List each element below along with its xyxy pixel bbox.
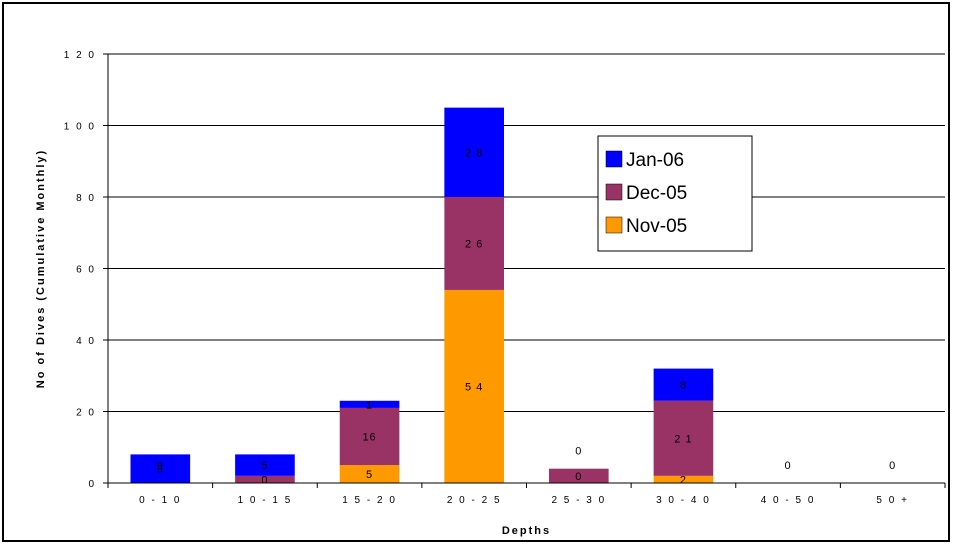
bar-segment: [444, 107, 505, 197]
data-label: 2: [680, 474, 687, 486]
bar-segment: [444, 289, 505, 483]
y-tick-label: 2 0: [76, 408, 96, 419]
bar-segment: [339, 465, 400, 483]
data-label: 5 4: [465, 381, 483, 393]
y-tick-label: 4 0: [76, 336, 96, 347]
bar-segment: [235, 475, 295, 483]
y-tick-label: 0: [88, 479, 96, 490]
legend-box: [597, 135, 753, 252]
bar-segment: [444, 197, 505, 290]
x-tick-label: 2 0 - 2 5: [447, 495, 502, 506]
data-label: 0: [785, 460, 792, 472]
x-tick-labels: 0 - 1 0 1 0 - 1 5 1 5 - 2 0 2 0 - 2 5 2 5 - …: [139, 495, 909, 506]
bar-segment: [339, 407, 400, 466]
x-tick-label: 1 0 - 1 5: [238, 495, 293, 506]
y-axis-title: No of Dives (Cumulative Monthly): [35, 149, 47, 388]
gridlines: [108, 53, 945, 412]
y-tick-label: 1 0 0: [64, 122, 96, 133]
data-label: 8: [680, 380, 687, 392]
data-label: 2 6: [465, 238, 483, 250]
data-label: 0: [575, 471, 582, 483]
data-label: 2 8: [465, 147, 483, 159]
data-label: 0: [157, 460, 164, 472]
data-label: 1: [366, 399, 373, 411]
bar-segment: [548, 468, 609, 483]
bar-segment: [339, 400, 400, 408]
bar-segment: [235, 454, 295, 476]
data-label: 8: [157, 464, 164, 476]
y-tick-label: 8 0: [76, 193, 96, 204]
x-tick-label: 0 - 1 0: [139, 495, 181, 506]
legend: Jan-06 Dec-05 Nov-05: [597, 135, 753, 252]
y-tick-label: 1 2 0: [64, 50, 96, 61]
legend-swatch: [605, 150, 623, 168]
axes: [103, 53, 946, 488]
x-tick-label: 4 0 - 5 0: [761, 495, 816, 506]
bar-segment: [653, 368, 714, 401]
bars: [130, 107, 714, 483]
x-tick-label: 1 5 - 2 0: [342, 495, 397, 506]
stacked-bar-chart: 0 2 0 4 0 6 0 8 0 1 0 0 1 2 0 0 - 1 0 1 0 - 1 5…: [35, 50, 946, 537]
bar-segment: [653, 400, 714, 476]
x-tick-label: 3 0 - 4 0: [656, 495, 711, 506]
legend-label: Dec-05: [626, 183, 687, 204]
y-tick-label: 6 0: [76, 265, 96, 276]
data-label: 5: [261, 460, 268, 472]
x-tick-label: 5 0 +: [876, 495, 909, 506]
legend-swatch: [605, 183, 623, 201]
y-tick-labels: 0 2 0 4 0 6 0 8 0 1 0 0 1 2 0: [64, 50, 96, 490]
x-tick-label: 2 5 - 3 0: [551, 495, 606, 506]
x-axis-title: Depths: [502, 525, 551, 537]
data-label: 5: [366, 469, 373, 481]
chart-frame: 0 2 0 4 0 6 0 8 0 1 0 0 1 2 0 0 - 1 0 1 0 - 1 5…: [2, 2, 950, 542]
data-label: 0: [261, 474, 268, 486]
data-label: 0: [889, 460, 896, 472]
data-label: 16: [362, 432, 376, 444]
legend-label: Jan-06: [626, 150, 684, 171]
bar-segment: [653, 475, 714, 483]
bar-segment: [130, 454, 191, 483]
legend-label: Nov-05: [626, 216, 687, 237]
data-label: 2 1: [674, 433, 692, 445]
data-label: 0: [575, 446, 582, 458]
legend-swatch: [605, 216, 623, 234]
